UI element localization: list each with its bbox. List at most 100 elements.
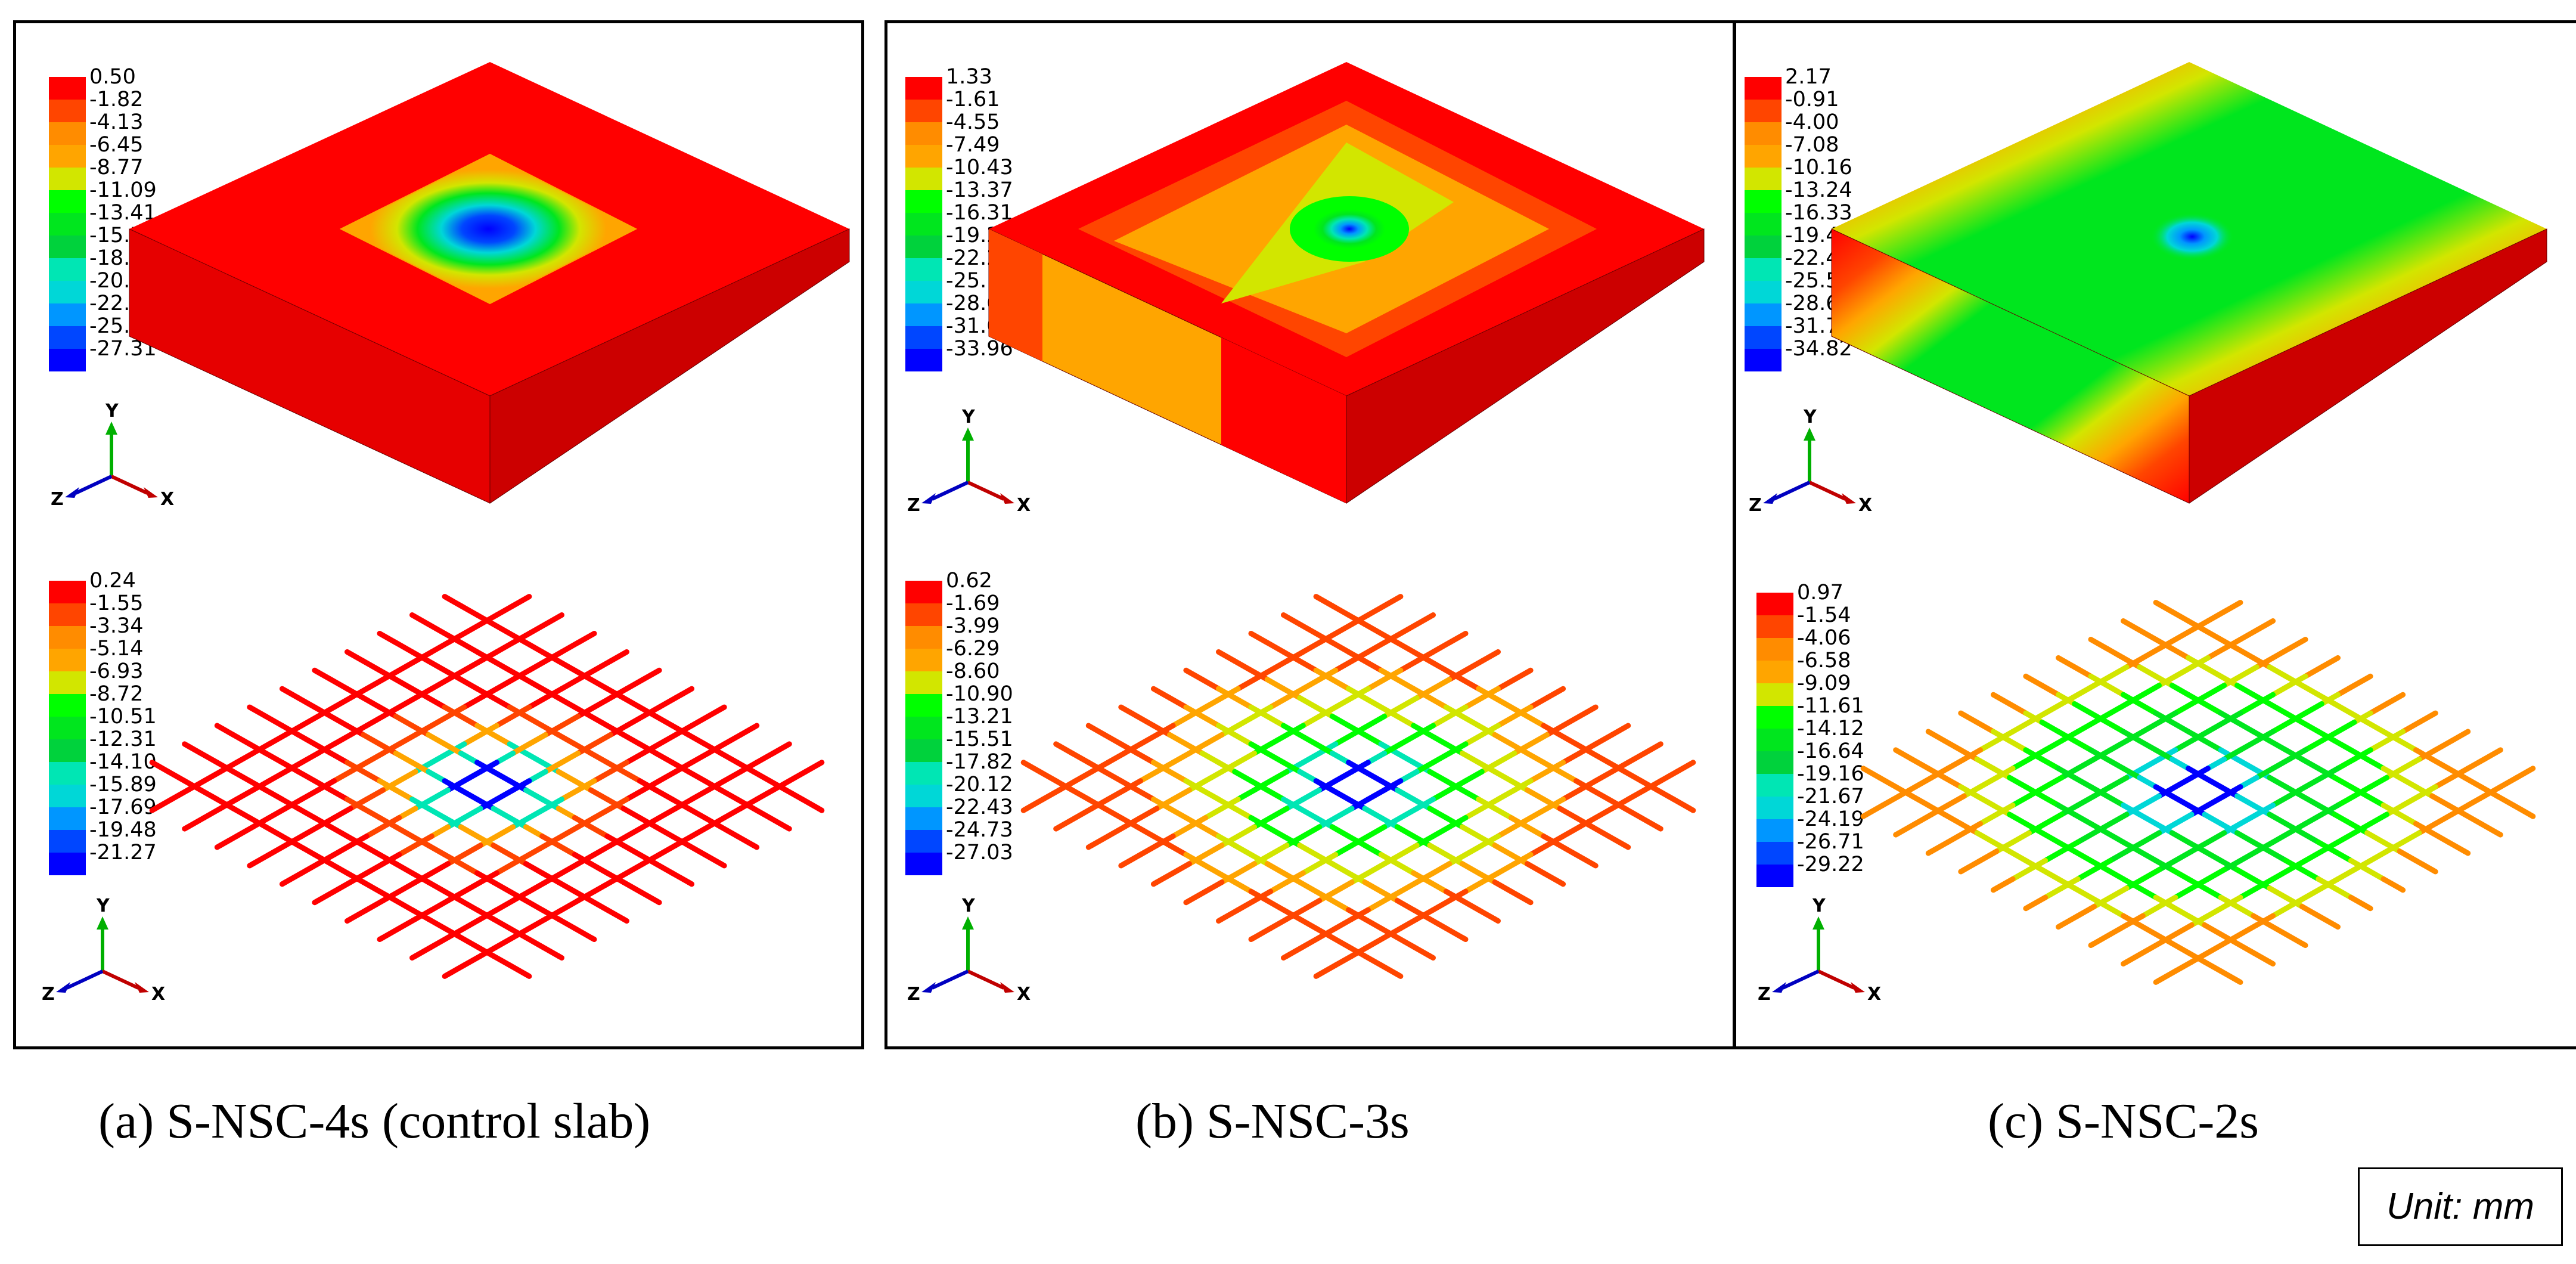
legend-label: -4.13: [89, 110, 144, 134]
panel-b: 1.33 -1.61 -4.55 -7.49 -10.43 -13.37 -16…: [884, 20, 1736, 1049]
rebar-segment: [718, 861, 727, 869]
rebar-segment: [2137, 774, 2159, 790]
rebar-segment: [2137, 848, 2159, 863]
rebar-segment: [1167, 695, 1189, 710]
rebar-segment: [685, 806, 707, 820]
rebar-segment: [1183, 741, 1205, 756]
rebar-segment: [1329, 824, 1352, 839]
rebar-segment: [1557, 732, 1579, 747]
legend-swatch: [1756, 683, 1793, 706]
rebar-segment: [461, 658, 483, 673]
rebar-legend-swatches: [49, 581, 86, 875]
rebar-segment: [1268, 879, 1290, 894]
legend-label: -13.21: [946, 705, 1013, 729]
rebar-segment: [1492, 732, 1514, 747]
rebar-segment: [477, 797, 499, 811]
legend-swatch: [49, 807, 86, 830]
rebar-segment: [1313, 971, 1322, 979]
legend-swatch: [1756, 865, 1793, 887]
rebar-segment: [1528, 842, 1550, 857]
rebar-segment: [1414, 760, 1436, 774]
legend-swatch: [905, 349, 942, 371]
rebar-segment: [523, 640, 545, 655]
rebar-segment: [1281, 953, 1290, 961]
rebar-segment: [2023, 821, 2045, 836]
rebar-segment: [1154, 870, 1176, 885]
rebar-segment: [1557, 842, 1579, 857]
legend-label: -6.93: [89, 659, 144, 683]
rebar-segment: [2202, 701, 2224, 716]
rebar-segment: [653, 714, 675, 729]
rebar-segment: [2302, 774, 2324, 790]
rebar-segment: [2270, 683, 2292, 698]
rebar-segment: [2237, 738, 2260, 753]
rebar-segment: [2153, 977, 2162, 985]
rebar-segment: [1427, 842, 1449, 857]
rebar-segment: [1990, 729, 2013, 743]
legend-label: -24.19: [1797, 807, 1864, 831]
rebar-segment: [458, 861, 480, 876]
legend-label: -12.31: [89, 727, 157, 751]
legend-swatch: [1756, 593, 1793, 615]
rebar-segment: [542, 907, 564, 922]
legend-label: -5.14: [89, 637, 144, 661]
rebar-segment: [2010, 720, 2032, 735]
rebar-segment: [1362, 695, 1384, 710]
rebar-segment: [542, 612, 564, 627]
rebar-segment: [1333, 658, 1355, 673]
rebar-segment: [494, 714, 516, 729]
legend-swatch: [905, 145, 942, 168]
rebar-segment: [1990, 803, 2013, 817]
rebar-segment: [2007, 811, 2029, 826]
legend-label: -8.60: [946, 659, 1000, 683]
rebar-segment: [1219, 907, 1241, 922]
rebar-segment: [2286, 710, 2308, 725]
axis-label-x: X: [1867, 984, 1881, 1005]
rebar-segment: [653, 861, 675, 876]
rebar-segment: [1203, 842, 1225, 857]
legend-label: -9.09: [1797, 671, 1851, 695]
rebar-segment: [2072, 664, 2094, 679]
rebar-segment: [442, 631, 464, 646]
rebar-segment: [1167, 842, 1189, 857]
rebar-segment: [1990, 839, 2013, 854]
rebar-segment: [1186, 888, 1209, 904]
rebar-segment: [1138, 806, 1160, 820]
rebar-segment: [1414, 723, 1436, 738]
rebar-segment: [491, 806, 513, 820]
rebar-segment: [718, 787, 740, 803]
rebar-segment: [1089, 834, 1111, 848]
rebar-segment: [1365, 787, 1388, 803]
rebar-segment: [1978, 738, 2000, 753]
rebar-segment: [559, 861, 581, 876]
rebar-segment: [656, 695, 678, 710]
rebar-segment: [2169, 793, 2192, 808]
rebar-segment: [1942, 774, 1964, 790]
rebar-segment: [1430, 861, 1453, 876]
rebar-segment: [526, 916, 548, 931]
rebar-segment: [1349, 834, 1371, 848]
rebar-segment: [640, 815, 662, 830]
rebar-segment: [555, 769, 578, 784]
rebar-segment: [2237, 922, 2260, 937]
rebar-segment: [442, 851, 464, 867]
rebar-segment: [266, 769, 288, 784]
rebar-segment: [1414, 870, 1436, 885]
rebar-segment: [718, 750, 740, 766]
rebar-segment: [555, 916, 578, 931]
rebar-segment: [2137, 664, 2159, 679]
rebar-segment: [1349, 870, 1371, 885]
rebar-segment: [2023, 747, 2045, 762]
rebar-segment: [2299, 793, 2321, 808]
rebar-segment: [591, 695, 613, 710]
rebar-segment: [2237, 774, 2260, 790]
rebar-segment: [458, 750, 480, 766]
rebar-segment: [591, 879, 613, 894]
rebar-segment: [1073, 806, 1095, 820]
rebar-segment: [1382, 631, 1404, 646]
rebar-segment: [1430, 824, 1453, 839]
rebar-segment: [2332, 811, 2354, 826]
legend-label: 0.24: [89, 569, 136, 593]
rebar-segment: [1625, 787, 1647, 803]
rebar-segment: [380, 925, 402, 940]
